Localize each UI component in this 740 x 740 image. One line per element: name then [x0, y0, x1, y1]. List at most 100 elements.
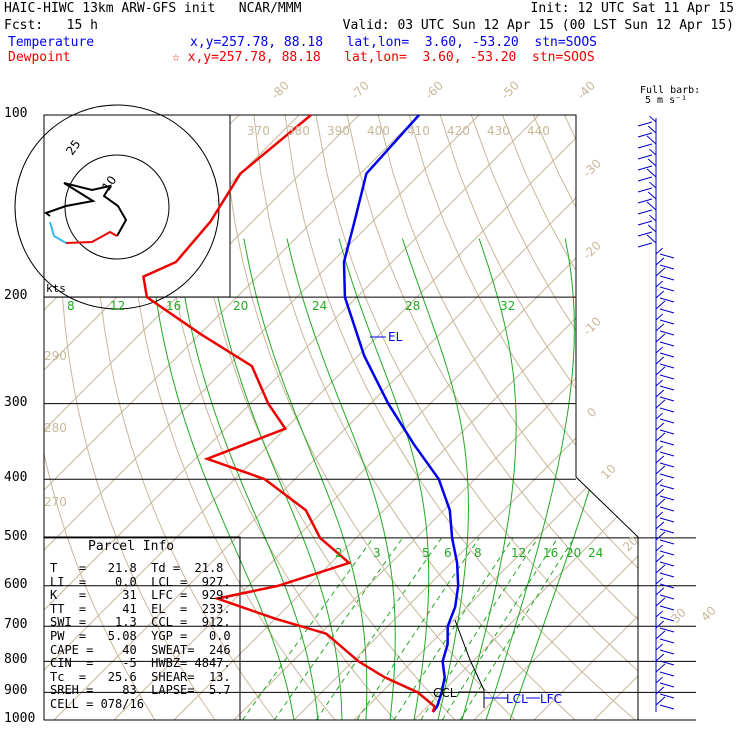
parcel-path	[454, 619, 485, 708]
wind-barb	[655, 544, 663, 552]
isotherm-label: -40	[574, 78, 598, 102]
isotherm-line	[233, 115, 638, 720]
wind-barb-flag	[659, 253, 675, 259]
theta-label: 380	[287, 124, 310, 138]
wind-barb	[649, 214, 657, 222]
theta-label: 270	[44, 495, 67, 509]
wind-barb-flag	[659, 297, 675, 303]
wind-barb-flag	[659, 462, 675, 468]
isotherm-label: -20	[580, 238, 604, 262]
wind-barb-flag	[659, 572, 675, 578]
parcel-info-row: TT = 41 EL = 233.	[50, 601, 231, 616]
wind-barb-flag	[659, 671, 675, 677]
dry-adiabat	[408, 115, 638, 720]
wind-barb-flag	[659, 363, 675, 369]
wind-barb	[649, 148, 657, 156]
isotherm-line	[53, 115, 638, 720]
hodograph-box	[43, 114, 231, 298]
wind-barb-flag	[659, 649, 675, 655]
wind-barb	[655, 465, 666, 475]
temperature-profile	[342, 114, 460, 713]
wind-barb-flag	[659, 440, 675, 446]
parcel-info-row: SREH = 83 LAPSE= 5.7	[50, 683, 231, 698]
parcel-info-row: K = 31 LFC = 929.	[50, 588, 231, 603]
wind-barb-flag	[659, 374, 675, 380]
wind-barb	[655, 247, 663, 255]
isotherm-label: 10	[598, 461, 619, 482]
wind-barb	[655, 630, 666, 640]
wind-barb-flag	[659, 473, 675, 479]
mixing-ratio-label: 32	[500, 299, 515, 313]
wind-barb-flag	[659, 308, 675, 314]
wind-barb-flag	[659, 638, 675, 644]
lfc-label: LFC	[540, 692, 562, 706]
dry-adiabat	[595, 115, 638, 720]
wind-barb	[655, 412, 663, 420]
wind-barb	[655, 346, 663, 354]
mixing-ratio-line	[315, 537, 443, 720]
wind-barb	[655, 587, 665, 596]
wind-barb	[646, 234, 657, 244]
theta-label: 390	[327, 124, 350, 138]
theta-label: 410	[407, 124, 430, 138]
wind-barb	[655, 696, 666, 706]
isotherm-line	[44, 115, 480, 720]
isotherm-label: -60	[422, 78, 446, 102]
wind-barb	[655, 333, 666, 343]
dry-adiabat	[346, 115, 638, 720]
wind-barb	[646, 135, 657, 145]
dewpoint-profile	[142, 114, 437, 713]
theta-label: 280	[44, 421, 67, 435]
mixing-ratio-line	[459, 537, 575, 720]
theta-label: 370	[247, 124, 270, 138]
wind-barb-flag	[659, 275, 675, 281]
wind-barb-flag	[659, 286, 675, 292]
wind-barb	[647, 125, 657, 134]
pressure-tick-label: 600	[4, 576, 28, 592]
isotherm-line	[44, 115, 540, 720]
temperature-label: Temperature	[8, 35, 95, 50]
mixing-ratio-label: 24	[312, 299, 327, 313]
wind-barb	[647, 224, 657, 233]
parcel-info-row: CAPE = 40 SWEAT= 246	[50, 642, 231, 657]
pressure-tick-label: 100	[4, 106, 28, 121]
wind-barb-flag	[659, 319, 675, 325]
wind-barb-flag	[659, 506, 675, 512]
parcel-info-row: LI = 0.0 LCL = 927.	[50, 574, 231, 589]
dry-adiabat	[689, 115, 740, 733]
wind-barb	[655, 663, 666, 673]
dry-adiabat	[222, 115, 529, 720]
dry-adiabat	[44, 115, 164, 720]
wind-barb-flag	[637, 121, 653, 127]
mixing-ratio-label: 2	[335, 546, 343, 560]
wind-barb-flag	[659, 385, 675, 391]
mixing-ratio-line	[273, 537, 404, 720]
wind-barb-flag	[659, 418, 675, 424]
mixing-ratio-label: 28	[405, 299, 420, 313]
dry-adiabat	[658, 115, 740, 733]
pressure-tick-label: 300	[4, 394, 28, 410]
wind-barb	[646, 201, 657, 211]
dry-adiabat	[377, 115, 638, 720]
isotherm-line	[44, 115, 360, 720]
isotherm-label: 0	[584, 405, 599, 420]
mixing-ratio-label: 8	[67, 299, 75, 313]
wind-barb-flag	[659, 484, 675, 490]
wind-barb-flag	[637, 176, 653, 182]
wind-barb-flag	[659, 495, 675, 501]
dry-adiabat	[94, 115, 286, 720]
mixing-ratio-label: 16	[543, 546, 558, 560]
wind-barb	[655, 300, 666, 310]
wind-barb-flag	[659, 330, 675, 336]
dry-adiabat	[191, 115, 468, 720]
isotherm-line	[473, 115, 638, 720]
wind-barb	[655, 422, 665, 431]
dry-adiabat	[439, 115, 638, 720]
wind-barb-flag	[659, 451, 675, 457]
wind-barb	[647, 191, 657, 200]
wind-barb	[655, 531, 666, 541]
wind-barb-flag	[659, 429, 675, 435]
hodograph-trace-low	[65, 230, 118, 244]
parcel-info-frame	[43, 536, 241, 721]
